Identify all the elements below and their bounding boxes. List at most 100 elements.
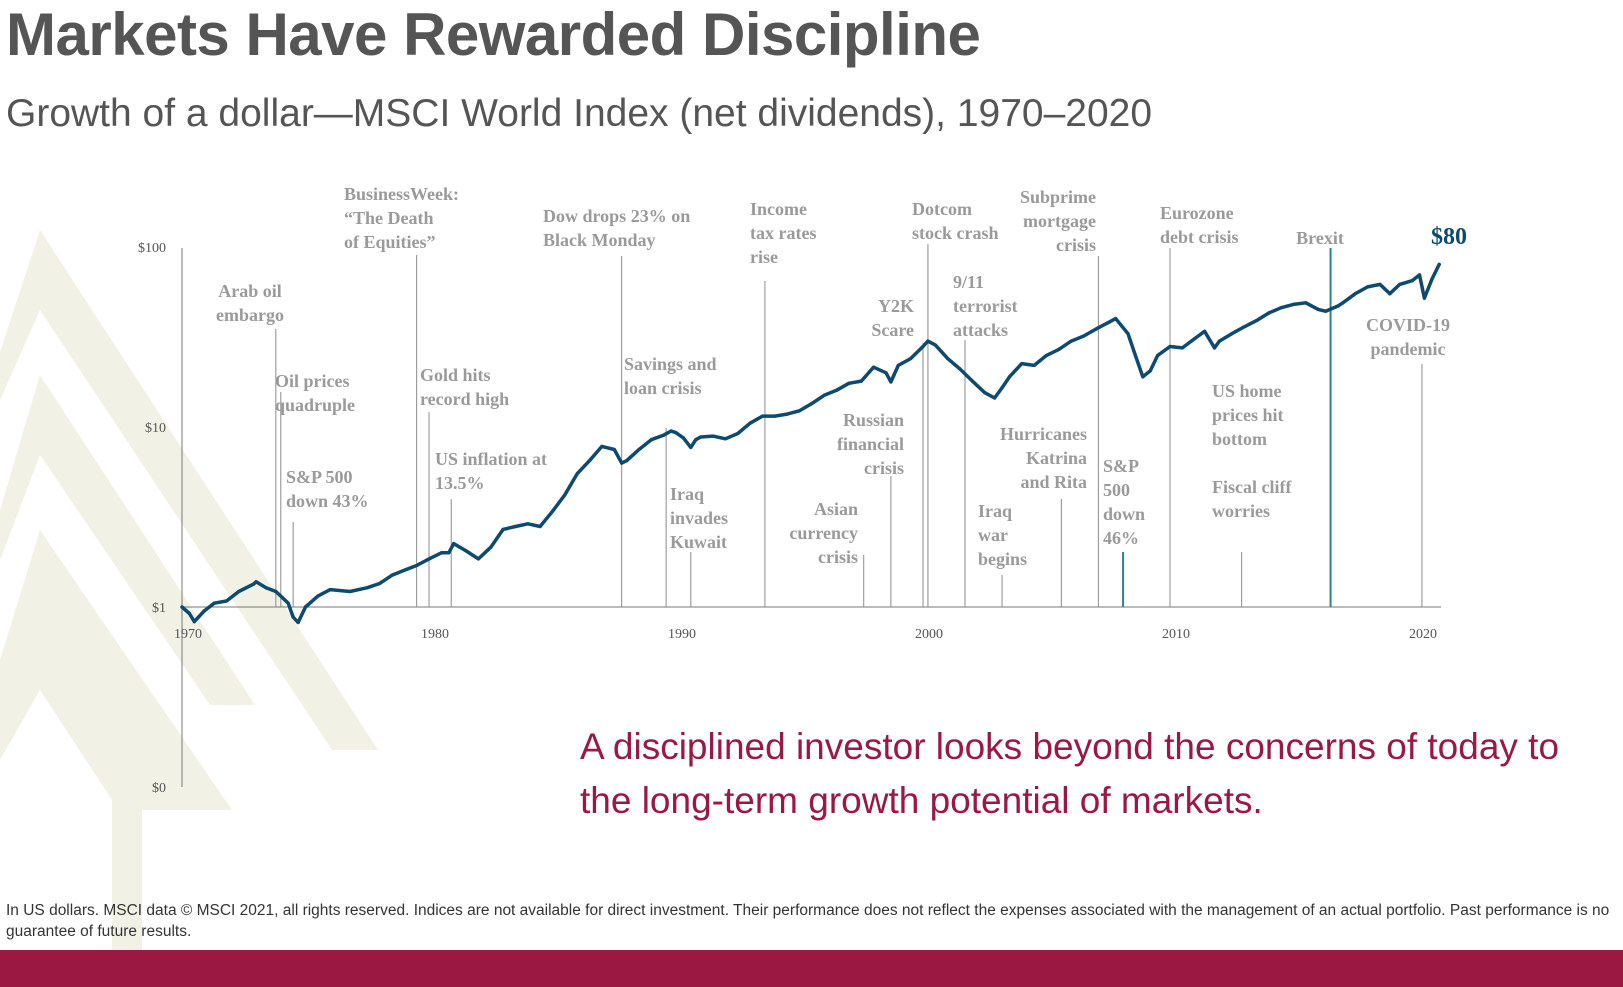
data-point [1020, 362, 1024, 366]
event-label-line: down 43% [286, 491, 369, 511]
data-point [1141, 375, 1145, 379]
event-label-line: COVID-19 [1366, 315, 1450, 335]
data-point [773, 414, 777, 418]
data-point [1000, 386, 1004, 390]
data-point [600, 444, 604, 448]
data-point [748, 421, 752, 425]
event-label-line: of Equities” [344, 232, 436, 252]
x-tick-label: 2020 [1409, 627, 1437, 642]
data-point [476, 557, 480, 561]
event-label-line: Subprime [1020, 187, 1096, 207]
footer-bar [0, 950, 1623, 987]
data-point [1417, 273, 1422, 277]
event-label-line: financial [837, 434, 904, 454]
event-annotation: Asian currency crisis [789, 499, 865, 607]
event-annotation: COVID-19 pandemic [1366, 315, 1450, 607]
data-point [1007, 375, 1012, 379]
data-point [1410, 279, 1414, 283]
data-point [689, 445, 693, 449]
event-label-line: 9/11 [953, 272, 984, 292]
data-point [1094, 327, 1098, 331]
data-point [252, 582, 256, 586]
data-point [625, 459, 629, 463]
event-label-line: down [1103, 504, 1145, 524]
data-point [1081, 334, 1086, 338]
data-point [1114, 317, 1118, 321]
data-point [681, 436, 686, 440]
event-label-line: Asian [814, 499, 858, 519]
data-point [669, 429, 673, 433]
data-point [427, 557, 431, 561]
data-point [694, 438, 698, 442]
data-point [1430, 277, 1434, 282]
data-point [212, 601, 216, 605]
data-point [513, 524, 518, 529]
data-point [1304, 301, 1308, 305]
data-point [1106, 321, 1110, 325]
event-label-line: Iraq [670, 484, 704, 504]
event-label-line: crisis [818, 547, 858, 567]
data-point [822, 393, 826, 397]
data-point [872, 365, 876, 369]
event-label-line: rise [750, 247, 778, 267]
event-annotation: Arab oil embargo [216, 281, 284, 607]
data-point [464, 549, 468, 553]
data-point [1217, 339, 1221, 343]
event-label-line: S&P [1103, 456, 1139, 476]
event-label-line: Scare [871, 320, 914, 340]
event-annotation: Hurricanes Katrina and Rita [1000, 424, 1087, 607]
data-point [1422, 296, 1426, 300]
event-annotation: Dotcom stock crash [912, 199, 999, 607]
x-tick-label: 1990 [668, 627, 696, 642]
data-point [1148, 369, 1152, 373]
event-label-line: stock crash [912, 223, 999, 243]
data-point [439, 551, 443, 555]
event-label-line: begins [978, 549, 1027, 569]
event-label-line: loan crisis [624, 378, 702, 398]
data-point [447, 551, 451, 555]
event-label-line: Brexit [1296, 228, 1344, 248]
event-annotation: Oil prices quadruple [275, 371, 355, 607]
data-point [489, 545, 493, 549]
event-label-line: Kuwait [670, 532, 727, 552]
event-label-line: Income [750, 199, 807, 219]
tagline: A disciplined investor looks beyond the … [580, 726, 1560, 821]
data-point [926, 339, 930, 343]
data-point [1193, 337, 1197, 341]
data-point [1156, 353, 1160, 357]
data-point [328, 588, 332, 592]
data-point [1366, 285, 1370, 289]
event-label-line: Katrina [1026, 448, 1087, 468]
data-point [1032, 363, 1036, 367]
event-annotation: US home prices hit bottom [1212, 381, 1284, 607]
event-label-line: BusinessWeek: [344, 184, 459, 204]
data-point [1378, 282, 1382, 286]
x-tick-label: 1980 [421, 627, 449, 642]
data-point [1336, 304, 1340, 308]
data-point [348, 589, 352, 594]
data-point [1316, 307, 1320, 311]
data-point [620, 461, 624, 465]
data-point [847, 381, 851, 385]
event-label-line: Savings and [624, 354, 717, 374]
data-point [286, 601, 290, 605]
event-label-line: debt crisis [1160, 227, 1239, 247]
data-point [202, 609, 206, 613]
event-label-line: Eurozone [1160, 203, 1234, 223]
event-label-line: US home [1212, 381, 1282, 401]
data-point [993, 396, 997, 400]
event-label-line: tax rates [750, 223, 816, 243]
event-annotation: Brexit [1296, 228, 1344, 607]
y-tick-label: $100 [138, 241, 166, 256]
data-point [378, 581, 382, 586]
data-point [1341, 301, 1345, 305]
event-label-line: crisis [864, 458, 904, 478]
event-label-line: and Rita [1020, 472, 1087, 492]
data-point [1212, 346, 1217, 350]
data-point [983, 391, 987, 395]
data-point [563, 493, 567, 497]
data-point [538, 524, 542, 529]
event-label-line: prices hit [1212, 405, 1284, 425]
event-label-line: embargo [216, 305, 284, 325]
event-annotation: Y2K Scare [871, 296, 924, 607]
